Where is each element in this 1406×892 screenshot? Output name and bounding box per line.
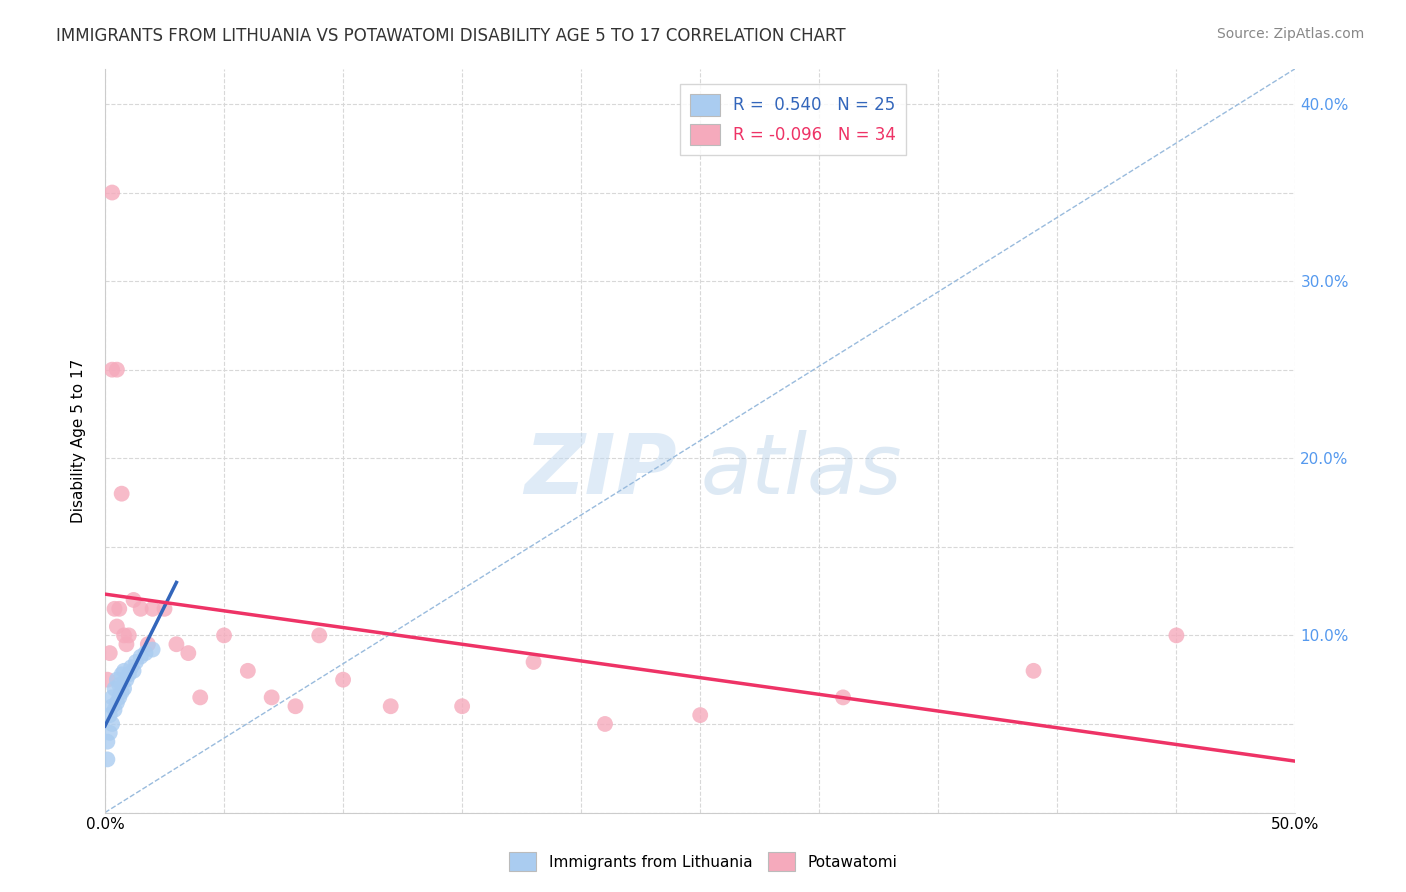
Legend: Immigrants from Lithuania, Potawatomi: Immigrants from Lithuania, Potawatomi (503, 847, 903, 877)
Point (832, 690, 855, 705)
Point (111, 667, 134, 681)
Point (142, 602, 165, 616)
Point (136, 637, 159, 651)
Point (451, 699, 474, 714)
Text: atlas: atlas (700, 430, 901, 511)
Point (134, 646, 156, 660)
Point (103, 681, 125, 696)
Point (284, 699, 307, 714)
Text: IMMIGRANTS FROM LITHUANIA VS POTAWATOMI DISABILITY AGE 5 TO 17 CORRELATION CHART: IMMIGRANTS FROM LITHUANIA VS POTAWATOMI … (56, 27, 846, 45)
Point (129, 602, 152, 616)
Point (98, 726, 121, 740)
Point (115, 673, 138, 687)
Point (108, 602, 131, 616)
Text: Source: ZipAtlas.com: Source: ZipAtlas.com (1216, 27, 1364, 41)
Point (236, 664, 259, 678)
Point (118, 667, 141, 681)
Point (120, 660, 142, 674)
Point (96, 734, 118, 748)
Point (101, 699, 124, 714)
Point (118, 628, 141, 642)
Point (260, 690, 283, 705)
Point (332, 673, 354, 687)
Point (380, 699, 402, 714)
Point (125, 655, 148, 669)
Point (108, 678, 131, 692)
Point (188, 690, 211, 705)
Point (98, 708, 121, 723)
Point (111, 685, 134, 699)
Point (689, 708, 711, 723)
Point (112, 681, 135, 696)
Point (122, 664, 145, 678)
Point (101, 717, 124, 731)
Point (129, 649, 152, 664)
Point (177, 646, 200, 660)
Point (522, 655, 544, 669)
Point (98, 646, 121, 660)
Point (101, 186, 124, 200)
Point (142, 642, 165, 657)
Y-axis label: Disability Age 5 to 17: Disability Age 5 to 17 (72, 359, 86, 523)
Point (1166, 628, 1188, 642)
Text: ZIP: ZIP (524, 430, 676, 511)
Point (96, 752, 118, 766)
Point (112, 628, 135, 642)
Point (115, 637, 138, 651)
Legend: R =  0.540   N = 25, R = -0.096   N = 34: R = 0.540 N = 25, R = -0.096 N = 34 (681, 84, 907, 155)
Point (593, 717, 616, 731)
Point (165, 637, 187, 651)
Point (101, 362, 124, 376)
Point (105, 362, 128, 376)
Point (105, 619, 128, 633)
Point (96, 673, 118, 687)
Point (1022, 664, 1045, 678)
Point (103, 703, 125, 717)
Point (122, 593, 145, 607)
Point (103, 602, 125, 616)
Point (105, 673, 128, 687)
Point (153, 602, 176, 616)
Point (112, 664, 135, 678)
Point (308, 628, 330, 642)
Point (108, 690, 131, 705)
Point (111, 486, 134, 500)
Point (105, 696, 128, 710)
Point (212, 628, 235, 642)
Point (101, 690, 124, 705)
